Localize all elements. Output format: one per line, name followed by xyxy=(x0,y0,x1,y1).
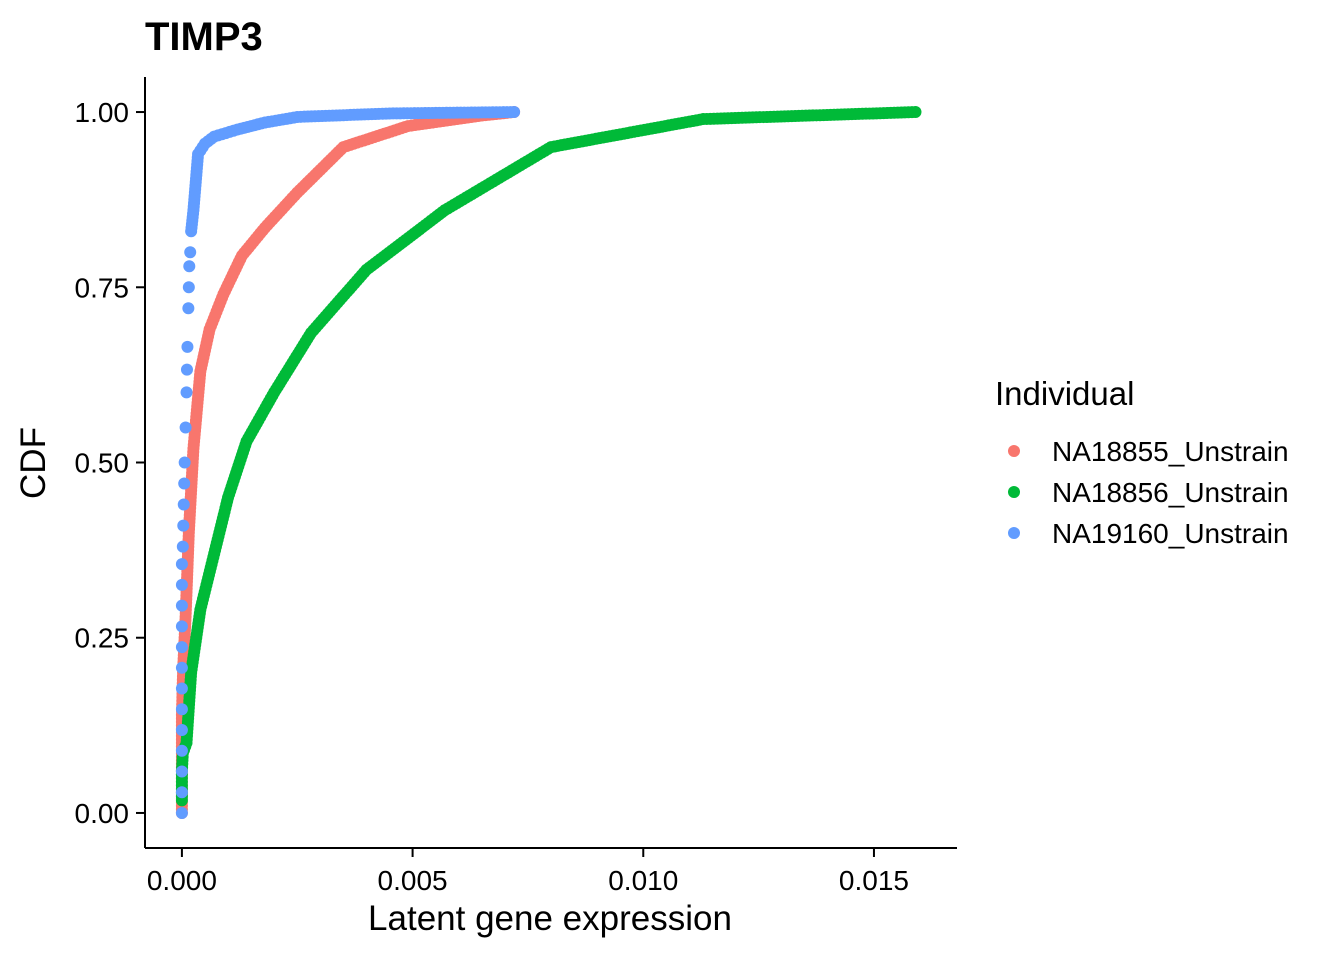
data-point xyxy=(175,724,188,737)
x-tick-label: 0.000 xyxy=(147,865,217,896)
data-point xyxy=(184,246,197,259)
x-axis-title: Latent gene expression xyxy=(368,899,732,938)
data-point xyxy=(175,744,188,757)
y-axis-title: CDF xyxy=(14,427,53,499)
data-point xyxy=(175,786,188,799)
y-tick-label: 0.75 xyxy=(75,272,130,303)
chart-title: TIMP3 xyxy=(145,15,263,59)
y-tick-label: 0.25 xyxy=(75,623,130,654)
series-NA18855_Unstrain xyxy=(175,106,521,819)
plot-area xyxy=(175,106,922,819)
legend-key xyxy=(1008,486,1020,498)
x-ticks: 0.000 0.005 0.010 0.015 xyxy=(147,848,909,896)
data-point xyxy=(909,106,922,119)
legend-label: NA18856_Unstrain xyxy=(1052,477,1289,508)
data-point xyxy=(180,386,193,399)
x-tick-label: 0.015 xyxy=(839,865,909,896)
series-NA18856_Unstrain xyxy=(175,106,922,807)
data-point xyxy=(177,498,190,511)
legend-title: Individual xyxy=(995,375,1134,412)
y-ticks: 0.00 0.25 0.50 0.75 1.00 xyxy=(75,97,145,829)
series-NA19160_Unstrain xyxy=(175,106,521,819)
data-point xyxy=(175,703,188,716)
data-point xyxy=(181,340,194,353)
y-tick-label: 0.50 xyxy=(75,448,130,479)
data-point xyxy=(175,765,188,778)
data-point xyxy=(175,599,188,612)
data-point xyxy=(176,540,189,553)
data-point xyxy=(178,477,191,490)
data-point xyxy=(182,302,195,315)
data-point xyxy=(175,806,188,819)
data-point xyxy=(179,421,192,434)
legend-key xyxy=(1008,445,1020,457)
x-tick-label: 0.005 xyxy=(378,865,448,896)
data-point xyxy=(177,519,190,532)
y-tick-label: 0.00 xyxy=(75,798,130,829)
data-point xyxy=(175,558,188,571)
data-point xyxy=(180,363,193,376)
data-point xyxy=(508,106,521,119)
data-point xyxy=(175,620,188,633)
y-tick-label: 1.00 xyxy=(75,97,130,128)
x-tick-label: 0.010 xyxy=(608,865,678,896)
data-point xyxy=(178,456,191,469)
legend: Individual NA18855_Unstrain NA18856_Unstr… xyxy=(995,375,1289,549)
data-point xyxy=(182,281,195,294)
data-point xyxy=(175,641,188,654)
legend-label: NA19160_Unstrain xyxy=(1052,518,1289,549)
data-point xyxy=(175,578,188,591)
data-point xyxy=(175,661,188,674)
data-point xyxy=(175,682,188,695)
data-point xyxy=(183,260,196,273)
legend-items: NA18855_Unstrain NA18856_Unstrain NA19160_… xyxy=(1008,436,1289,549)
legend-label: NA18855_Unstrain xyxy=(1052,436,1289,467)
legend-key xyxy=(1008,527,1020,539)
